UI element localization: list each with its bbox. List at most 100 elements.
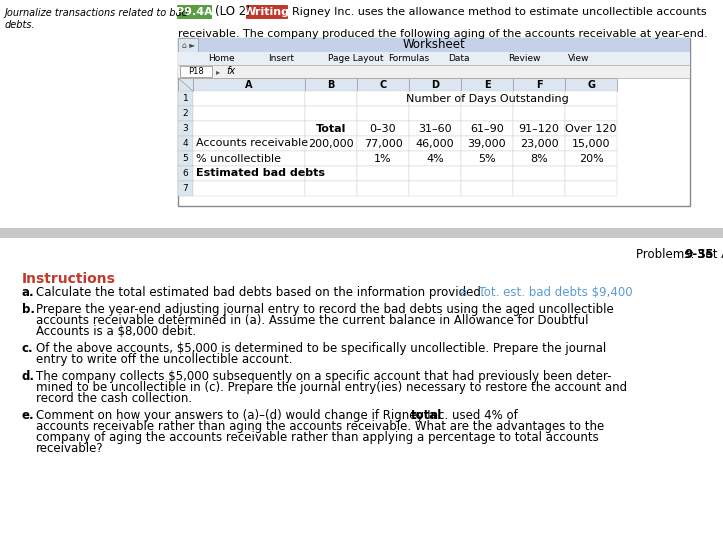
Bar (305, 181, 357, 196)
Bar (513, 121, 565, 136)
Text: Accounts receivable: Accounts receivable (196, 139, 308, 148)
Text: Estimated bad debts: Estimated bad debts (196, 168, 325, 179)
Text: Prepare the year-end adjusting journal entry to record the bad debts using the a: Prepare the year-end adjusting journal e… (36, 303, 614, 316)
FancyBboxPatch shape (177, 5, 212, 19)
Text: ⌂ ►: ⌂ ► (182, 41, 195, 50)
Text: G: G (587, 80, 595, 90)
Text: receivable?: receivable? (36, 442, 103, 455)
Text: 200,000: 200,000 (308, 139, 354, 148)
Bar (178, 78, 193, 91)
Bar (409, 91, 461, 106)
Bar (178, 106, 193, 121)
Text: 5%: 5% (478, 153, 496, 163)
Text: (LO 2): (LO 2) (215, 6, 251, 19)
Bar (178, 91, 193, 106)
Text: a.  Tot. est. bad debts $9,400: a. Tot. est. bad debts $9,400 (460, 286, 633, 299)
Bar (180, 66, 212, 77)
Bar (565, 166, 617, 181)
Text: 15,000: 15,000 (572, 139, 610, 148)
Bar (565, 121, 617, 136)
Text: fx: fx (226, 67, 235, 76)
Bar (409, 181, 461, 196)
Bar (513, 78, 565, 91)
Text: Number of Days Outstanding: Number of Days Outstanding (406, 94, 568, 103)
Text: 8%: 8% (530, 153, 548, 163)
Text: E: E (484, 80, 490, 90)
Text: 6: 6 (183, 169, 189, 178)
Text: 4: 4 (183, 139, 188, 148)
Text: 5: 5 (183, 154, 189, 163)
Bar (565, 91, 617, 106)
Text: Home: Home (208, 54, 235, 63)
Text: Rigney Inc. uses the allowance method to estimate uncollectible accounts: Rigney Inc. uses the allowance method to… (292, 7, 706, 17)
Text: a.: a. (22, 286, 35, 299)
Bar (565, 151, 617, 166)
Bar (357, 136, 409, 151)
Bar (305, 121, 357, 136)
Text: e.: e. (22, 409, 35, 422)
Bar (305, 166, 357, 181)
Text: 4%: 4% (426, 153, 444, 163)
Text: D: D (431, 80, 439, 90)
Bar (357, 121, 409, 136)
Text: 9-35: 9-35 (685, 248, 714, 261)
Text: B: B (328, 80, 335, 90)
Text: A: A (245, 80, 253, 90)
Bar (178, 166, 193, 181)
Bar (305, 78, 357, 91)
Bar (513, 136, 565, 151)
Text: % uncollectible: % uncollectible (196, 153, 281, 163)
Bar (513, 151, 565, 166)
Text: Of the above accounts, $5,000 is determined to be specifically uncollectible. Pr: Of the above accounts, $5,000 is determi… (36, 342, 607, 355)
Text: receivable. The company produced the following aging of the accounts receivable : receivable. The company produced the fol… (178, 29, 708, 39)
Bar (409, 151, 461, 166)
Text: Page Layout: Page Layout (328, 54, 383, 63)
Bar (357, 106, 409, 121)
Text: Review: Review (508, 54, 541, 63)
Bar (178, 121, 193, 136)
Text: 46,000: 46,000 (416, 139, 454, 148)
Text: P9.4A: P9.4A (176, 7, 213, 17)
Bar (357, 181, 409, 196)
Bar (409, 136, 461, 151)
Text: Problems: Set A: Problems: Set A (636, 248, 723, 261)
Bar (0, 228, 723, 238)
Text: 61–90: 61–90 (470, 124, 504, 134)
Text: 91–120: 91–120 (518, 124, 560, 134)
Bar (193, 91, 305, 106)
Bar (409, 106, 461, 121)
FancyBboxPatch shape (246, 5, 288, 19)
Bar (461, 121, 513, 136)
Bar (565, 78, 617, 91)
Text: F: F (536, 80, 542, 90)
Bar (305, 91, 357, 106)
Bar (461, 106, 513, 121)
Text: P18: P18 (188, 67, 204, 76)
Bar (193, 181, 305, 196)
Text: d.: d. (22, 370, 35, 383)
Bar (513, 91, 565, 106)
Bar (461, 136, 513, 151)
Bar (409, 166, 461, 181)
Bar (357, 91, 409, 106)
Bar (409, 121, 461, 136)
Text: Insert: Insert (268, 54, 294, 63)
Bar (178, 38, 198, 52)
Text: 39,000: 39,000 (468, 139, 506, 148)
Bar (409, 78, 461, 91)
Text: 1: 1 (183, 94, 189, 103)
Text: 0–30: 0–30 (369, 124, 396, 134)
Bar (461, 78, 513, 91)
Bar (178, 65, 690, 78)
Bar (193, 151, 305, 166)
Text: Calculate the total estimated bad debts based on the information provided.: Calculate the total estimated bad debts … (36, 286, 484, 299)
Bar (193, 121, 305, 136)
Bar (357, 151, 409, 166)
Bar (565, 136, 617, 151)
Bar (178, 52, 690, 65)
Text: c.: c. (22, 342, 34, 355)
Bar (178, 136, 193, 151)
Text: Comment on how your answers to (a)–(d) would change if Rigney Inc. used 4% of: Comment on how your answers to (a)–(d) w… (36, 409, 521, 422)
Text: 20%: 20% (578, 153, 604, 163)
Bar (513, 181, 565, 196)
